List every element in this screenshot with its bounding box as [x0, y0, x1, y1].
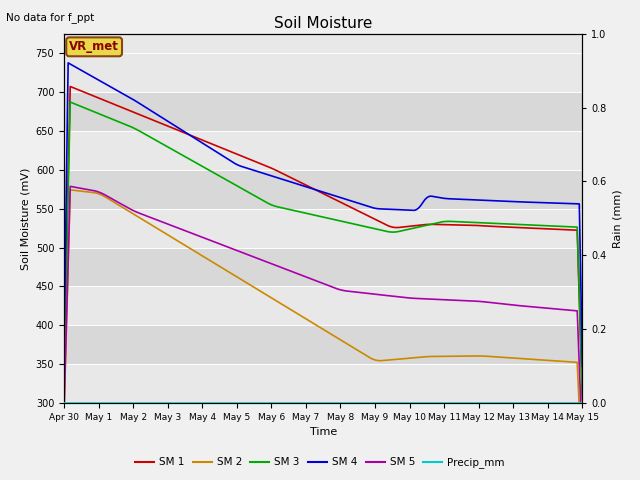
Bar: [64, 170, 582, 209]
Bar: [64, 53, 582, 92]
Bar: [64, 287, 582, 325]
Bar: [64, 364, 582, 403]
Text: No data for f_ppt: No data for f_ppt: [6, 12, 95, 23]
Y-axis label: Soil Moisture (mV): Soil Moisture (mV): [20, 167, 30, 270]
Bar: [64, 209, 582, 248]
Bar: [64, 131, 582, 170]
Y-axis label: Rain (mm): Rain (mm): [612, 189, 622, 248]
Title: Soil Moisture: Soil Moisture: [274, 16, 372, 31]
Legend: SM 1, SM 2, SM 3, SM 4, SM 5, Precip_mm: SM 1, SM 2, SM 3, SM 4, SM 5, Precip_mm: [131, 453, 509, 472]
Text: VR_met: VR_met: [69, 40, 119, 53]
Bar: [64, 248, 582, 287]
Bar: [64, 92, 582, 131]
X-axis label: Time: Time: [310, 428, 337, 437]
Bar: [64, 325, 582, 364]
